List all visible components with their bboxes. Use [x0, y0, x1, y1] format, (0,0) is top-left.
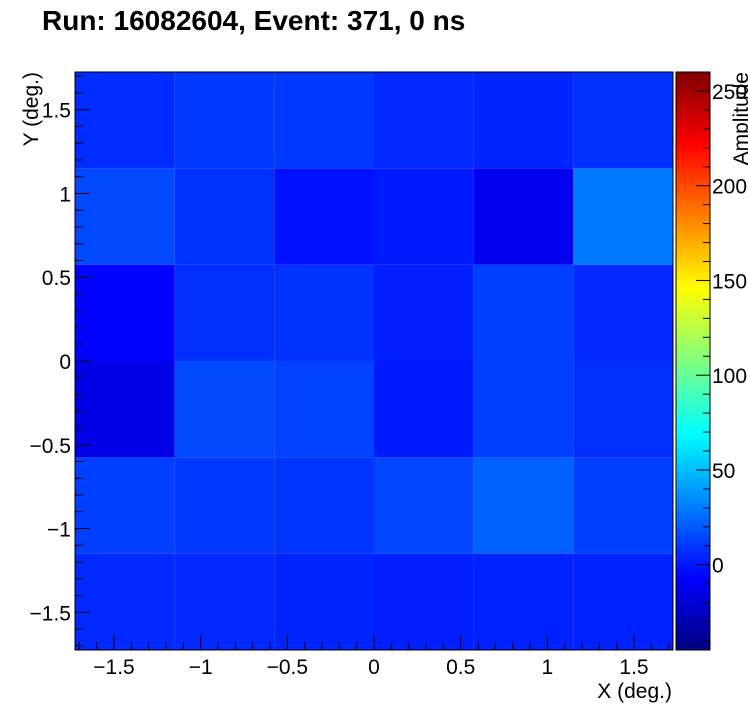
heatmap-cell — [75, 72, 175, 169]
y-tick-label: 0 — [59, 351, 71, 374]
heatmap-cell — [274, 553, 374, 650]
y-tick-label: 1 — [59, 183, 71, 206]
color-scale-axis: 0 50 100 150 200 250 — [696, 72, 747, 650]
y-tick-label: −1.5 — [30, 602, 71, 625]
heatmap-cell — [573, 457, 673, 554]
x-axis-label: X (deg.) — [597, 680, 672, 703]
heatmap-cell — [274, 168, 374, 265]
heatmap-cell — [374, 361, 474, 458]
heatmap-cell — [473, 457, 574, 554]
heatmap-cell — [573, 168, 673, 265]
heatmap-cell — [274, 264, 374, 361]
heatmap-cell — [274, 72, 374, 169]
color-scale-tick-label: 250 — [712, 81, 747, 104]
heatmap-cell — [174, 168, 275, 265]
heatmap-cell — [374, 553, 474, 650]
heatmap-cell — [75, 361, 175, 458]
y-tick-label: −0.5 — [30, 435, 71, 458]
color-scale-tick-label: 50 — [712, 460, 735, 483]
x-tick-label: 1 — [541, 656, 553, 679]
y-tick-label: 1.5 — [42, 100, 71, 123]
x-tick-label: −1.5 — [93, 656, 134, 679]
heatmap-cell — [473, 361, 574, 458]
heatmap-cell — [174, 457, 275, 554]
color-scale-tick-label: 0 — [712, 555, 724, 578]
heatmap-cell — [75, 264, 175, 361]
heatmap-cell — [573, 264, 673, 361]
x-tick-label: 1.5 — [619, 656, 648, 679]
heatmap-cell — [274, 457, 374, 554]
heatmap-cell — [573, 553, 673, 650]
heatmap-cell — [75, 553, 175, 650]
y-axis: −1.5 −1 −0.5 0 0.5 1 1.5 — [30, 75, 90, 647]
color-scale-tick-label: 200 — [712, 176, 747, 199]
heatmap-cell — [473, 168, 574, 265]
y-axis-label: Y (deg.) — [20, 72, 43, 146]
color-scale-label: Amplitude — [730, 72, 748, 165]
y-tick-label: 0.5 — [42, 267, 71, 290]
heatmap-cell — [75, 457, 175, 554]
heatmap-cell — [374, 264, 474, 361]
heatmap-cells — [75, 72, 673, 650]
heatmap-cell — [374, 168, 474, 265]
heatmap-cell — [274, 361, 374, 458]
x-tick-label: 0 — [368, 656, 380, 679]
y-tick-label: −1 — [47, 519, 71, 542]
heatmap-cell — [75, 168, 175, 265]
heatmap-cell — [174, 361, 275, 458]
heatmap-cell — [473, 72, 574, 169]
color-scale-bar — [675, 71, 711, 651]
heatmap-cell — [473, 264, 574, 361]
x-axis: −1.5 −1 −0.5 0 0.5 1 1.5 — [78, 635, 670, 679]
heatmap-cell — [473, 553, 574, 650]
x-tick-label: −0.5 — [267, 656, 308, 679]
x-tick-label: 0.5 — [446, 656, 475, 679]
x-tick-label: −1 — [189, 656, 213, 679]
color-scale-tick-label: 150 — [712, 270, 747, 293]
heatmap-cell — [573, 361, 673, 458]
color-scale-tick-label: 100 — [712, 365, 747, 388]
heatmap-cell — [174, 264, 275, 361]
heatmap-cell — [374, 72, 474, 169]
chart-title: Run: 16082604, Event: 371, 0 ns — [42, 5, 465, 36]
heatmap-cell — [174, 72, 275, 169]
heatmap-cell — [174, 553, 275, 650]
heatmap-cell — [374, 457, 474, 554]
heatmap-cell — [573, 72, 673, 169]
